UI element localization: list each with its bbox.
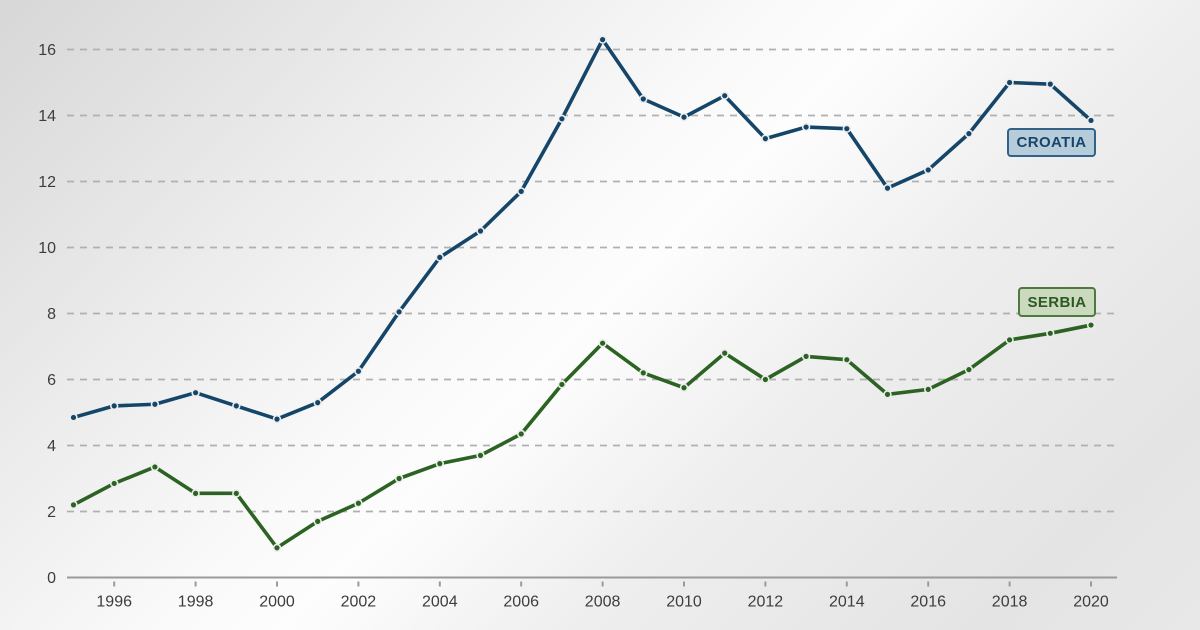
data-point-serbia-2006: [516, 429, 526, 439]
data-point-croatia-2005: [476, 226, 485, 236]
croatia-series-label-text: CROATIA: [1016, 134, 1087, 151]
x-tick-label-2006: 2006: [503, 594, 539, 611]
data-point-croatia-2006: [516, 187, 526, 196]
data-point-serbia-2012: [761, 375, 770, 384]
data-point-serbia-2007: [557, 380, 567, 389]
data-point-serbia-2015: [883, 390, 892, 399]
y-tick-label-12: 12: [38, 174, 56, 191]
data-point-croatia-2001: [313, 398, 322, 407]
data-point-serbia-2001: [313, 517, 322, 526]
x-tick-label-2018: 2018: [992, 594, 1028, 611]
y-tick-label-4: 4: [47, 438, 56, 455]
x-axis: 1996 1998 2000 2002 2004 2006 2008 2010 2012 2014…: [67, 576, 1117, 611]
data-point-croatia-2016: [923, 165, 933, 175]
data-point-croatia-1995: [69, 413, 78, 422]
x-tick-label-2020: 2020: [1073, 594, 1109, 611]
x-tick-label-2012: 2012: [748, 594, 784, 611]
data-point-serbia-2004: [435, 459, 444, 468]
x-tick-label-2010: 2010: [666, 594, 702, 611]
series-croatia: [69, 35, 1096, 424]
series-serbia: [69, 320, 1096, 552]
y-tick-label-16: 16: [38, 42, 56, 59]
x-tick-label-2004: 2004: [422, 594, 458, 611]
serbia-series-label-text: SERBIA: [1027, 293, 1087, 311]
data-point-croatia-2008: [598, 35, 607, 44]
x-tick-label-2000: 2000: [259, 594, 295, 611]
x-tick-label-1996: 1996: [96, 594, 132, 611]
data-point-croatia-2003: [394, 307, 404, 317]
data-point-croatia-1996: [109, 401, 119, 411]
y-tick-label-14: 14: [38, 108, 56, 125]
x-tick-label-2008: 2008: [585, 594, 621, 611]
data-point-croatia-1998: [191, 388, 200, 397]
data-point-croatia-2020: [1086, 116, 1096, 125]
data-point-croatia-1999: [232, 401, 241, 411]
x-tick-label-1998: 1998: [178, 594, 214, 611]
data-point-croatia-2010: [679, 112, 689, 122]
data-point-croatia-2000: [272, 414, 282, 424]
y-tick-label-0: 0: [47, 570, 56, 587]
data-point-serbia-2013: [801, 352, 811, 361]
data-point-croatia-2018: [1005, 78, 1014, 87]
series-lines: [69, 35, 1096, 552]
data-point-serbia-2003: [394, 474, 404, 483]
data-point-croatia-2013: [801, 122, 811, 132]
data-point-croatia-2011: [720, 91, 729, 100]
data-point-serbia-2000: [272, 543, 282, 552]
y-tick-label-8: 8: [47, 306, 56, 323]
data-point-serbia-1996: [109, 479, 119, 488]
data-point-croatia-2012: [761, 134, 770, 143]
serbia-series-label: SERBIA: [1018, 287, 1096, 317]
data-point-serbia-2005: [476, 451, 485, 460]
data-point-serbia-2014: [842, 355, 851, 364]
data-point-serbia-2019: [1046, 329, 1055, 338]
data-point-croatia-2017: [964, 129, 974, 138]
data-point-serbia-2011: [720, 348, 729, 358]
y-tick-label-2: 2: [47, 504, 56, 521]
data-point-serbia-2010: [679, 383, 689, 392]
data-point-serbia-2018: [1005, 335, 1014, 345]
series-line-serbia: [71, 323, 1093, 550]
data-point-croatia-2002: [354, 367, 363, 376]
y-tick-label-6: 6: [47, 372, 56, 389]
data-point-croatia-2019: [1046, 79, 1055, 89]
x-tick-label-2016: 2016: [910, 594, 946, 611]
series-line-croatia: [71, 37, 1093, 421]
data-point-croatia-2014: [842, 124, 851, 133]
x-tick-label-2002: 2002: [341, 594, 377, 611]
data-point-serbia-2017: [964, 365, 974, 374]
data-point-serbia-2008: [598, 339, 607, 348]
gridlines: [67, 48, 1117, 513]
data-point-serbia-1999: [232, 489, 241, 498]
y-tick-label-10: 10: [38, 240, 56, 257]
croatia-series-label: CROATIA: [1007, 128, 1096, 157]
data-point-serbia-2009: [639, 368, 648, 378]
data-point-croatia-2007: [557, 114, 567, 124]
x-tick-label-2014: 2014: [829, 594, 865, 611]
data-point-serbia-2002: [354, 499, 363, 508]
y-axis-labels: 0 2 4 6 8 10 12 14 16: [38, 42, 56, 587]
data-point-serbia-1995: [69, 500, 78, 510]
data-point-croatia-2004: [435, 253, 444, 262]
data-point-serbia-2020: [1086, 320, 1096, 330]
data-point-croatia-2015: [883, 183, 892, 193]
data-point-serbia-2016: [923, 385, 933, 394]
data-point-croatia-1997: [150, 400, 160, 409]
data-point-croatia-2009: [639, 94, 648, 104]
data-point-serbia-1998: [191, 489, 200, 498]
data-point-serbia-1997: [150, 462, 160, 472]
